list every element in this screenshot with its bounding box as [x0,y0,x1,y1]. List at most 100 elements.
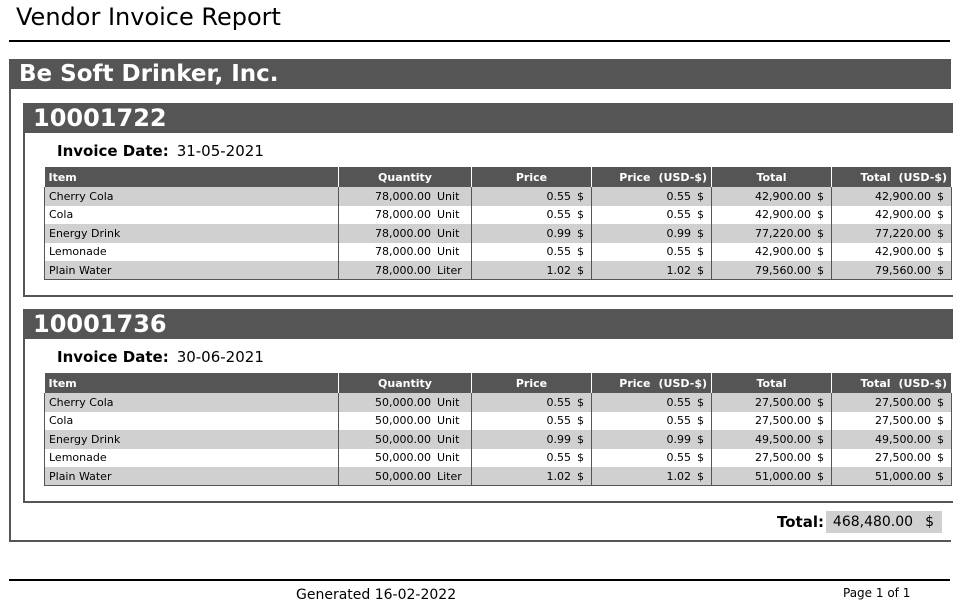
footer-divider [9,579,950,581]
total-usd-value: 42,900.00 [875,245,931,259]
item-cell: Cherry Cola [44,187,339,206]
quantity-unit: Unit [437,451,460,465]
column-header-price-usd-left: Price [619,170,651,184]
total-cell: 42,900.00 $ [711,242,832,261]
total-cell: 79,560.00 $ [711,261,832,280]
invoice-items-table: Item Quantity Price Price (USD-$) Total T… [44,373,952,486]
price-usd-unit: $ [697,189,704,203]
price-unit: $ [577,263,584,277]
price-usd-value: 0.99 [666,226,692,240]
total-unit: $ [817,469,824,483]
price-usd-value: 0.55 [666,414,692,428]
column-header-quantity: Quantity [338,373,472,393]
total-unit: $ [817,263,824,277]
item-cell: Cola [44,205,339,224]
total-usd-unit: $ [937,226,944,240]
total-value: 77,220.00 [755,226,811,240]
price-value: 0.55 [546,395,572,409]
price-usd-value: 0.55 [666,395,692,409]
price-cell: 0.55 $ [471,448,592,467]
price-usd-cell: 0.55 $ [591,393,712,412]
price-unit: $ [577,189,584,203]
total-value: 27,500.00 [755,395,811,409]
total-unit: $ [817,395,824,409]
price-usd-value: 0.55 [666,451,692,465]
column-header-total-usd-left: Total [860,376,891,390]
quantity-cell: 50,000.00 Unit [338,430,472,449]
total-usd-unit: $ [937,451,944,465]
column-header-price-usd-right: (USD-$) [658,376,707,390]
price-value: 0.55 [546,414,572,428]
price-unit: $ [577,245,584,259]
total-value: 27,500.00 [755,451,811,465]
invoice-date-label: Invoice Date: [57,348,169,366]
column-header-item: Item [44,167,339,187]
total-usd-cell: 42,900.00 $ [831,187,952,206]
invoice-number: 10001736 [25,309,953,339]
column-header-total-usd-right: (USD-$) [898,170,947,184]
price-value: 0.99 [546,226,572,240]
total-unit: $ [817,451,824,465]
price-usd-cell: 0.55 $ [591,242,712,261]
price-cell: 0.55 $ [471,187,592,206]
price-usd-unit: $ [697,414,704,428]
price-cell: 1.02 $ [471,261,592,280]
total-value: 79,560.00 [755,263,811,277]
table-row: Cola 50,000.00 Unit 0.55 $0.55 $27,500.00 $27,… [44,411,952,430]
price-usd-value: 0.55 [666,189,692,203]
price-unit: $ [577,451,584,465]
quantity-value: 50,000.00 [375,469,431,483]
quantity-value: 78,000.00 [375,189,431,203]
total-cell: 27,500.00 $ [711,411,832,430]
price-usd-value: 1.02 [666,263,692,277]
total-usd-unit: $ [937,414,944,428]
total-usd-value: 79,560.00 [875,263,931,277]
column-header-total: Total [711,373,832,393]
title-divider [9,40,950,42]
item-cell: Energy Drink [44,430,339,449]
quantity-value: 78,000.00 [375,263,431,277]
item-cell: Lemonade [44,242,339,261]
total-usd-unit: $ [937,432,944,446]
price-usd-unit: $ [697,263,704,277]
total-usd-cell: 42,900.00 $ [831,205,952,224]
price-usd-unit: $ [697,469,704,483]
price-unit: $ [577,432,584,446]
total-cell: 27,500.00 $ [711,393,832,412]
quantity-unit: Unit [437,414,460,428]
total-unit: $ [817,414,824,428]
price-usd-cell: 0.99 $ [591,430,712,449]
quantity-cell: 78,000.00 Liter [338,261,472,280]
quantity-cell: 78,000.00 Unit [338,205,472,224]
price-usd-unit: $ [697,208,704,222]
total-value: 42,900.00 [755,189,811,203]
generated-date: 16-02-2022 [374,587,457,603]
quantity-unit: Unit [437,208,460,222]
table-row: Energy Drink 50,000.00 Unit 0.99 $0.99 $49,50… [44,430,952,449]
table-row: Lemonade 78,000.00 Unit 0.55 $0.55 $42,900.00… [44,242,952,261]
column-header-price-usd: Price (USD-$) [591,167,712,187]
quantity-value: 50,000.00 [375,451,431,465]
grand-total-label: Total: [777,513,824,531]
quantity-cell: 50,000.00 Unit [338,448,472,467]
generated-label: Generated [296,587,371,603]
item-cell: Cola [44,411,339,430]
quantity-unit: Unit [437,226,460,240]
grand-total-amount: 468,480.00 [832,514,914,530]
grand-total-value: 468,480.00 $ [826,511,942,533]
price-usd-cell: 0.55 $ [591,205,712,224]
total-usd-cell: 27,500.00 $ [831,448,952,467]
total-usd-cell: 77,220.00 $ [831,224,952,243]
quantity-cell: 78,000.00 Unit [338,187,472,206]
price-usd-value: 0.99 [666,432,692,446]
price-value: 1.02 [546,469,572,483]
price-unit: $ [577,414,584,428]
vendor-section: Be Soft Drinker, Inc. 10001722 Invoice D… [9,59,953,542]
total-usd-cell: 27,500.00 $ [831,393,952,412]
total-value: 51,000.00 [755,469,811,483]
total-usd-value: 27,500.00 [875,395,931,409]
total-cell: 42,900.00 $ [711,187,832,206]
price-usd-cell: 0.55 $ [591,187,712,206]
price-usd-unit: $ [697,451,704,465]
invoice-section: 10001722 Invoice Date: 31-05-2021 Item Qu… [23,103,953,297]
